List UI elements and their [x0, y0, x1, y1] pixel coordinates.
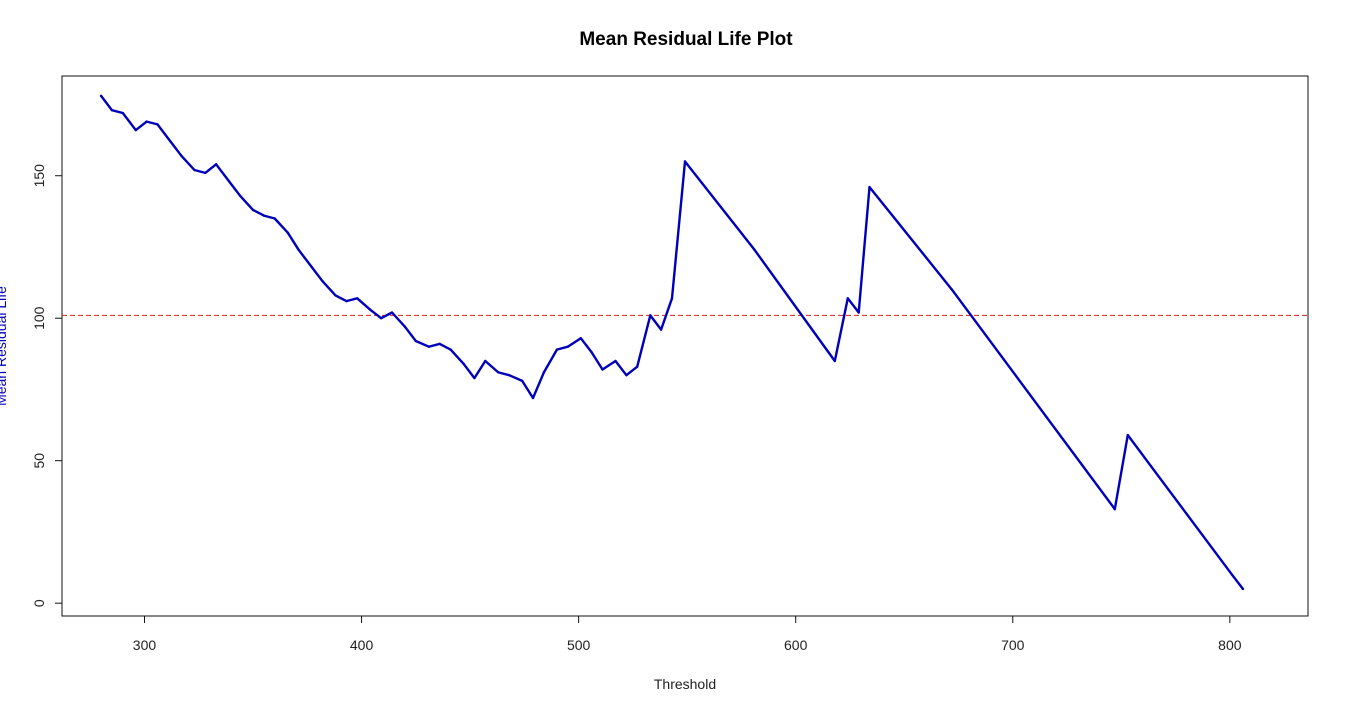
- data-point: [579, 336, 583, 340]
- y-tick-label: 50: [31, 453, 47, 469]
- data-point: [121, 111, 124, 115]
- data-point: [204, 171, 207, 175]
- data-point: [310, 265, 313, 269]
- x-tick-label: 300: [133, 637, 157, 653]
- data-point: [321, 279, 324, 283]
- data-point: [1126, 433, 1130, 437]
- data-point: [214, 163, 218, 166]
- data-point: [369, 308, 372, 311]
- data-point: [379, 317, 383, 320]
- data-point: [227, 180, 231, 183]
- data-point: [156, 123, 159, 126]
- data-point: [180, 154, 183, 157]
- data-point: [334, 294, 337, 297]
- data-point: [636, 365, 639, 368]
- x-axis: 300 400 500 600 700 800: [133, 615, 1242, 653]
- data-point: [520, 379, 524, 383]
- data-point: [484, 359, 487, 363]
- x-tick-label: 800: [1218, 637, 1242, 653]
- data-point: [403, 325, 407, 328]
- data-point: [356, 297, 359, 300]
- y-axis-label: Mean Residual Life: [0, 286, 9, 406]
- data-point: [390, 311, 394, 314]
- data-point: [473, 376, 476, 380]
- data-point: [649, 314, 652, 317]
- data-point: [670, 297, 674, 300]
- data-point: [868, 185, 871, 189]
- y-tick-label: 0: [31, 599, 47, 607]
- data-point: [857, 311, 860, 314]
- data-point: [555, 348, 559, 351]
- data-point: [1113, 507, 1117, 511]
- data-point: [507, 374, 511, 377]
- data-point: [99, 94, 103, 98]
- data-point: [345, 299, 348, 303]
- y-axis: 0 50 100 150: [31, 164, 63, 607]
- x-tick-label: 700: [1001, 637, 1025, 653]
- data-point: [427, 345, 431, 348]
- x-axis-label: Threshold: [654, 676, 716, 692]
- x-tick-label: 400: [350, 637, 374, 653]
- data-point: [449, 348, 452, 351]
- data-point: [497, 371, 500, 374]
- data-point: [566, 345, 569, 348]
- data-point: [297, 248, 300, 252]
- chart-title: Mean Residual Life Plot: [579, 29, 793, 50]
- data-point: [414, 339, 418, 343]
- data-point: [134, 128, 138, 132]
- data-point: [833, 359, 836, 363]
- data-point: [145, 120, 148, 123]
- data-point: [251, 208, 255, 212]
- data-point: [753, 248, 756, 252]
- data-point: [614, 359, 617, 363]
- data-point: [950, 288, 954, 291]
- data-point: [1230, 573, 1234, 576]
- series-points: [99, 94, 1245, 591]
- data-point: [683, 160, 687, 163]
- y-tick-label: 150: [31, 164, 47, 188]
- data-point: [590, 351, 593, 354]
- data-point: [531, 396, 535, 400]
- data-point: [273, 217, 276, 220]
- data-point: [659, 328, 663, 331]
- data-point: [462, 362, 465, 366]
- data-point: [110, 108, 114, 112]
- data-point: [286, 231, 289, 234]
- data-point: [625, 374, 628, 377]
- data-point: [193, 168, 196, 172]
- data-point: [238, 194, 242, 197]
- data-point: [601, 368, 604, 371]
- data-point: [262, 214, 266, 217]
- data-point: [1241, 587, 1245, 591]
- data-point: [542, 371, 546, 374]
- data-point: [438, 342, 441, 346]
- x-tick-label: 500: [567, 637, 591, 653]
- data-point: [169, 140, 172, 143]
- x-tick-label: 600: [784, 637, 808, 653]
- data-point: [846, 297, 850, 300]
- y-tick-label: 100: [31, 306, 47, 330]
